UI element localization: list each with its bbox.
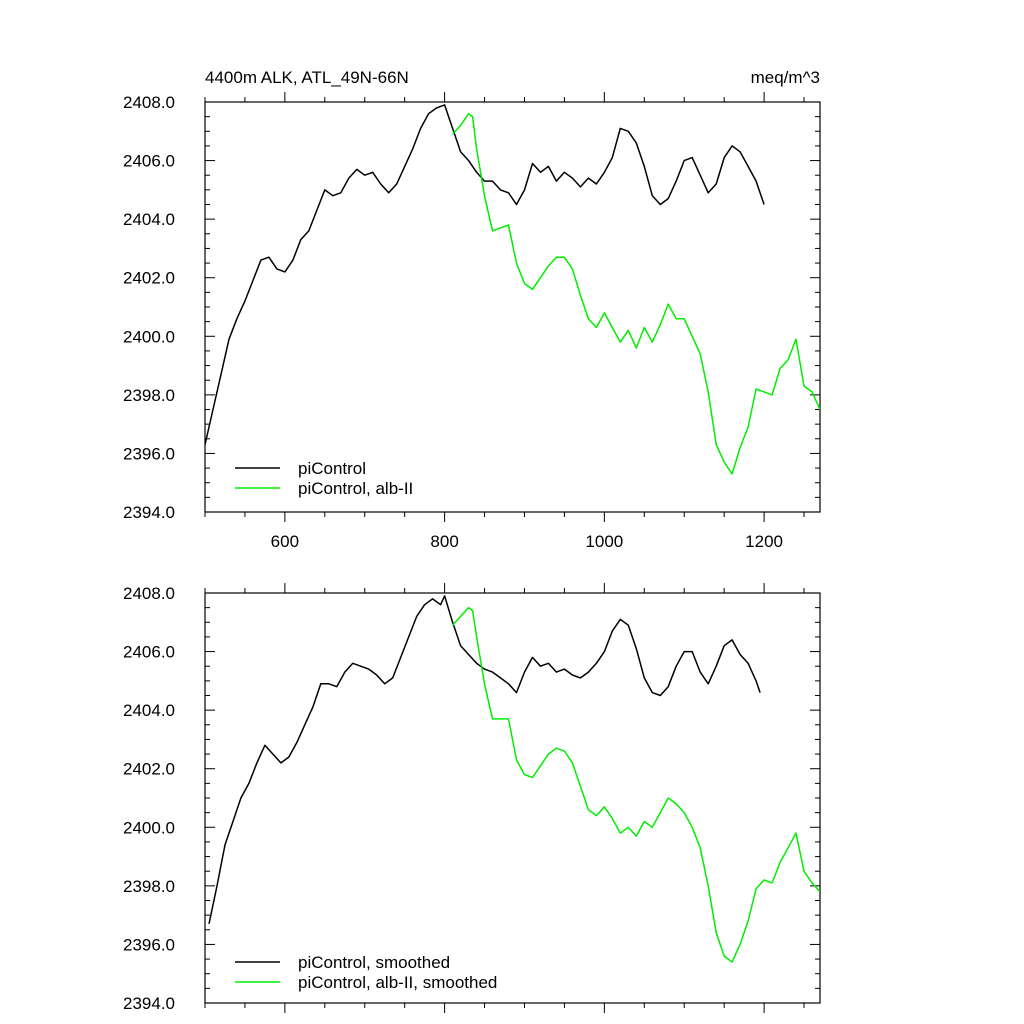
y-tick-label: 2394.0 (123, 994, 175, 1013)
y-tick-label: 2398.0 (123, 877, 175, 896)
y-tick-label: 2404.0 (123, 701, 175, 720)
y-tick-label: 2402.0 (123, 269, 175, 288)
series-line-picontrol (208, 595, 761, 925)
top-panel: 600 800 1000 1200 2394.0 2396.0 2398.0 2400.0 24… (123, 92, 821, 551)
x-tick-label: 600 (271, 532, 299, 551)
y-tick-label: 2408.0 (123, 584, 175, 603)
y-tick-label: 2394.0 (123, 503, 175, 522)
y-tick-label: 2404.0 (123, 210, 175, 229)
legend-label: piControl, alb-II (298, 479, 413, 498)
series-line-picontrol (205, 104, 765, 445)
series-line-alb-ii (452, 606, 820, 963)
y-tick-label: 2398.0 (123, 386, 175, 405)
y-tick-label: 2400.0 (123, 818, 175, 837)
y-tick-label: 2402.0 (123, 760, 175, 779)
chart-title: 4400m ALK, ATL_49N-66N (205, 68, 409, 87)
x-tick-label: 1200 (745, 532, 783, 551)
legend-label: piControl, alb-II, smoothed (298, 973, 497, 992)
x-tick-label: 1000 (585, 532, 623, 551)
x-tick-label: 800 (430, 532, 458, 551)
plot-frame (204, 592, 821, 1004)
series-line-alb-ii (452, 112, 820, 475)
y-tick-label: 2400.0 (123, 327, 175, 346)
legend-label: piControl (298, 459, 366, 478)
bottom-panel: 2394.0 2396.0 2398.0 2400.0 2402.0 2404.0 2406… (123, 583, 821, 1013)
y-tick-label: 2396.0 (123, 935, 175, 954)
y-tick-label: 2408.0 (123, 93, 175, 112)
legend-label: piControl, smoothed (298, 953, 450, 972)
y-tick-label: 2396.0 (123, 444, 175, 463)
plot-frame (204, 101, 821, 513)
y-tick-label: 2406.0 (123, 152, 175, 171)
y-tick-label: 2406.0 (123, 643, 175, 662)
units-label: meq/m^3 (751, 68, 820, 87)
